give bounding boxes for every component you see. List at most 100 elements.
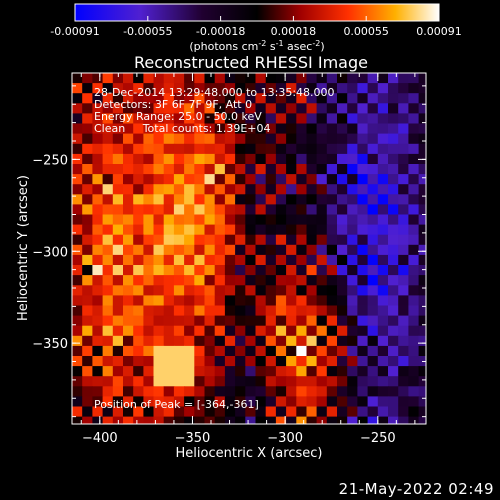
heatmap-cell <box>398 214 409 226</box>
heatmap-cell <box>123 335 134 347</box>
heatmap-cell <box>367 285 379 296</box>
heatmap-cell <box>265 214 277 226</box>
heatmap-cell <box>429 306 440 317</box>
heatmap-cell <box>408 83 420 94</box>
heatmap-cell <box>204 83 216 94</box>
heatmap-cell <box>214 234 226 246</box>
x-tick-label: −400 <box>82 431 118 446</box>
heatmap-cell <box>429 144 440 155</box>
heatmap-cell <box>214 184 226 195</box>
heatmap-cell <box>337 416 348 424</box>
heatmap-cell <box>72 386 83 397</box>
heatmap-cell <box>82 275 93 286</box>
heatmap-cell <box>418 164 426 175</box>
heatmap-cell <box>367 123 379 135</box>
heatmap-cell <box>275 295 287 307</box>
heatmap-cell <box>82 335 93 347</box>
heatmap-cell <box>72 244 83 256</box>
heatmap-cell <box>133 113 144 125</box>
heatmap-cell <box>173 123 185 135</box>
y-axis-label: Heliocentric Y (arcsec) <box>16 175 31 321</box>
heatmap-cell <box>92 244 104 256</box>
heatmap-cell <box>184 315 195 327</box>
heatmap-cell <box>123 164 134 175</box>
heatmap-cell <box>408 73 420 84</box>
heatmap-cell <box>388 224 399 236</box>
heatmap-cell <box>184 376 195 387</box>
heatmap-cell <box>123 254 134 266</box>
heatmap-cell <box>112 406 124 418</box>
heatmap-cell <box>224 345 236 357</box>
heatmap-cell <box>275 315 287 327</box>
heatmap-cell <box>429 73 440 84</box>
heatmap-cell <box>245 123 257 135</box>
heatmap-cell <box>306 174 318 185</box>
heatmap-cell <box>153 386 165 397</box>
heatmap-cell <box>112 224 124 236</box>
heatmap-cell <box>214 285 226 296</box>
heatmap-cell <box>347 123 358 135</box>
heatmap-cell <box>326 335 338 347</box>
heatmap-cell <box>275 204 287 216</box>
heatmap-cell <box>184 366 195 377</box>
heatmap-cell <box>326 194 338 205</box>
heatmap-cell <box>245 285 257 296</box>
heatmap-cell <box>204 194 216 205</box>
heatmap-cell <box>316 265 328 276</box>
heatmap-cell <box>388 315 399 327</box>
heatmap-cell <box>112 184 124 195</box>
heatmap-cell <box>398 265 409 276</box>
heatmap-cell <box>265 234 277 246</box>
heatmap-cell <box>367 214 379 226</box>
heatmap-cell <box>367 325 379 337</box>
heatmap-cell <box>173 224 185 236</box>
heatmap-cell <box>123 234 134 246</box>
heatmap-cell <box>143 406 155 418</box>
heatmap-cell <box>194 204 206 216</box>
y-tick-label: −250 <box>32 153 68 168</box>
heatmap-cell <box>123 194 134 205</box>
heatmap-cell <box>326 386 338 397</box>
heatmap-cell <box>224 184 236 195</box>
heatmap-cell <box>224 285 236 296</box>
heatmap-cell <box>367 204 379 216</box>
heatmap-cell <box>112 285 124 296</box>
heatmap-cell <box>112 174 124 185</box>
heatmap-cell <box>112 254 124 266</box>
heatmap-cell <box>92 366 104 377</box>
heatmap-cell <box>347 113 358 125</box>
heatmap-cell <box>337 335 348 347</box>
heatmap-cell <box>92 376 104 387</box>
heatmap-cell <box>102 254 114 266</box>
heatmap-cell <box>337 295 348 307</box>
heatmap-cell <box>377 93 389 104</box>
heatmap-cell <box>204 133 216 145</box>
heatmap-cell <box>296 113 308 125</box>
heatmap-cell <box>388 265 399 276</box>
heatmap-cell <box>164 427 175 438</box>
heatmap-cell <box>326 254 338 266</box>
heatmap-cell <box>408 153 420 165</box>
heatmap-cell <box>377 103 389 114</box>
heatmap-cell <box>184 275 195 286</box>
heatmap-cell <box>429 316 440 327</box>
heatmap-cell <box>316 376 328 387</box>
heatmap-cell <box>306 244 318 256</box>
heatmap-cell <box>408 244 420 256</box>
heatmap-cell <box>429 204 440 215</box>
heatmap-cell <box>326 184 338 195</box>
heatmap-cell <box>102 275 114 286</box>
heatmap-cell <box>398 335 409 347</box>
heatmap-cell <box>398 356 409 367</box>
heatmap-cell <box>337 345 348 357</box>
heatmap-cell <box>357 113 369 125</box>
y-tick-label: −350 <box>32 337 68 352</box>
heatmap-cell <box>184 73 195 84</box>
heatmap-cell <box>286 123 297 135</box>
heatmap-cell <box>316 164 328 175</box>
heatmap-cell <box>347 204 358 216</box>
heatmap-cell <box>82 143 93 155</box>
heatmap-cell <box>102 123 114 135</box>
heatmap-cell <box>173 113 185 125</box>
heatmap-cell <box>357 285 369 296</box>
